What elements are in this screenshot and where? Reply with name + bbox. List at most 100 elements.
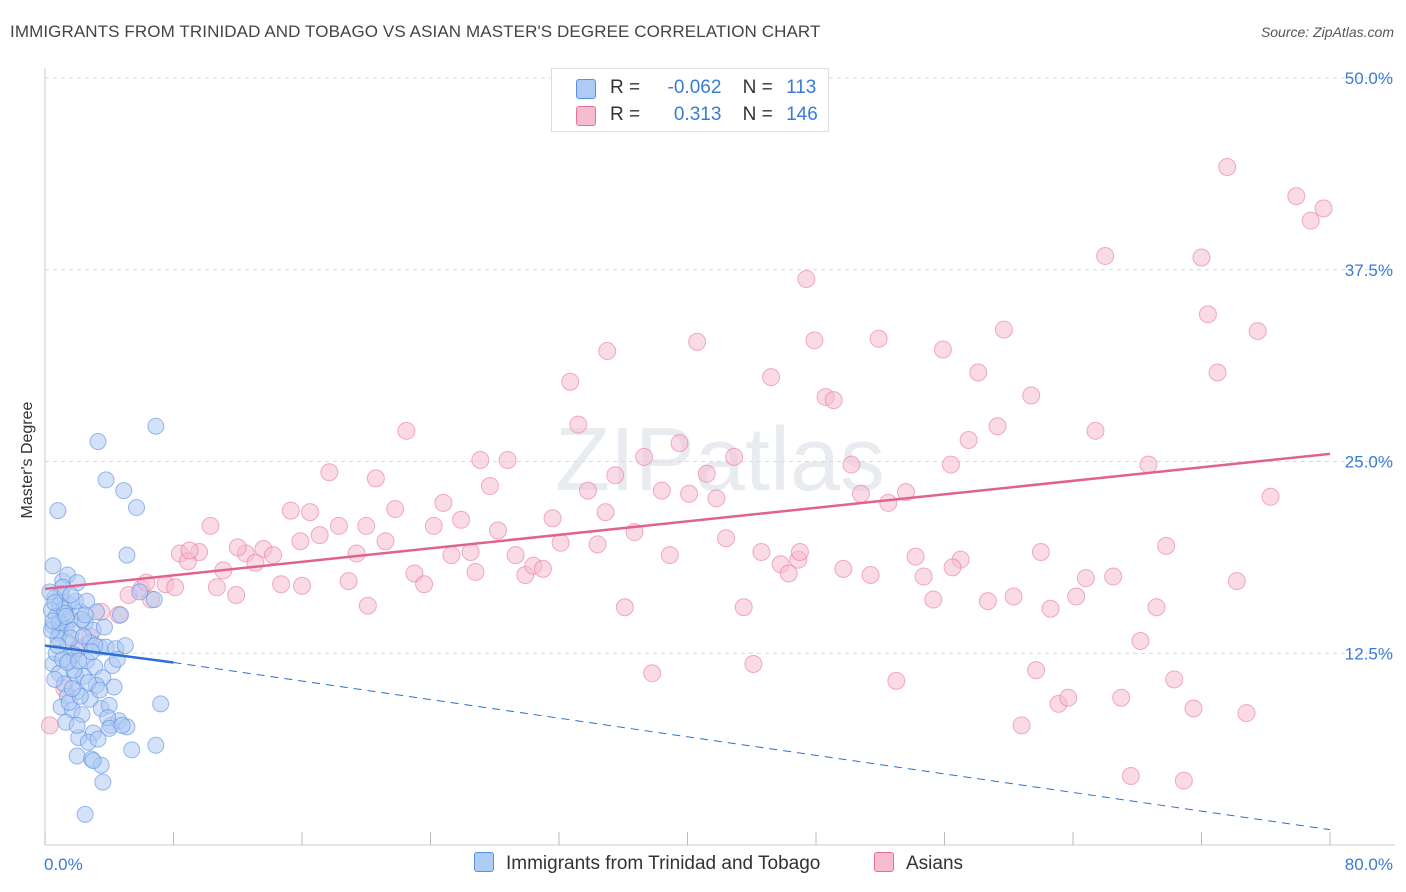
asians-point	[660, 546, 679, 565]
chart-title: IMMIGRANTS FROM TRINIDAD AND TOBAGO VS A…	[10, 22, 821, 41]
asians-point	[1198, 305, 1217, 324]
asians-point	[1104, 567, 1123, 586]
asians-point	[924, 590, 943, 609]
source-label: Source: ZipAtlas.com	[1260, 24, 1394, 40]
asians-point	[1192, 248, 1211, 267]
asians-point	[879, 493, 898, 512]
asians-point	[264, 546, 283, 565]
trinidad-point	[84, 752, 102, 770]
asians-point	[386, 500, 405, 519]
asians-point	[506, 546, 525, 565]
asians-point	[680, 484, 699, 503]
asians-point	[366, 469, 385, 488]
trinidad-point	[147, 417, 165, 435]
trinidad-point	[62, 586, 80, 604]
asians-point	[543, 509, 562, 528]
blue-swatch	[474, 852, 494, 872]
trinidad-point	[46, 670, 64, 688]
trinidad-point	[63, 680, 81, 698]
asians-point	[488, 521, 507, 540]
asians-point	[988, 417, 1007, 436]
asians-point	[339, 572, 358, 591]
asians-point	[1022, 386, 1041, 405]
asians-point	[1261, 487, 1280, 506]
trinidad-point	[75, 627, 93, 645]
asians-point	[329, 516, 348, 535]
trinidad-point	[91, 681, 109, 699]
asians-point	[978, 592, 997, 611]
asians-point	[561, 372, 580, 391]
asians-trend-line	[44, 452, 1331, 591]
trinidad-point	[131, 583, 149, 601]
legend-n-value: 113	[786, 77, 817, 98]
asians-point	[207, 578, 226, 597]
legend-n-label: N =	[742, 104, 773, 125]
asians-point	[1184, 699, 1203, 718]
asians-point	[1004, 587, 1023, 606]
x-tick-label-min: 0.0%	[44, 855, 83, 874]
trinidad-point	[57, 607, 75, 625]
asians-point	[1287, 187, 1306, 206]
asians-point	[797, 269, 816, 288]
axes-layer	[44, 68, 1395, 846]
trinidad-trend-extension	[173, 661, 1331, 831]
asians-point	[943, 558, 962, 577]
legend-r-label: R =	[610, 104, 641, 125]
asians-point	[887, 671, 906, 690]
asians-point	[1041, 599, 1060, 618]
asians-point	[272, 575, 291, 594]
asians-point	[227, 585, 246, 604]
asians-point	[1208, 363, 1227, 382]
asians-point	[1059, 688, 1078, 707]
trinidad-point	[68, 716, 86, 734]
asians-point	[744, 654, 763, 673]
asians-point	[376, 532, 395, 551]
asians-point	[861, 566, 880, 585]
asians-point	[471, 450, 490, 469]
legend-item-trinidad[interactable]: Immigrants from Trinidad and Tobago	[474, 852, 820, 875]
trinidad-point	[111, 606, 129, 624]
trinidad-point	[76, 606, 94, 624]
asians-point	[1218, 157, 1237, 176]
asians-point	[994, 320, 1013, 339]
tick-labels: 12.5% 25.0% 37.5% 50.0% 0.0% 80.0%	[44, 69, 1393, 874]
asians-point	[652, 481, 671, 500]
asians-point	[906, 547, 925, 566]
asians-point	[1012, 716, 1031, 735]
asians-point	[805, 331, 824, 350]
asians-point	[1301, 211, 1320, 230]
trinidad-point	[113, 716, 131, 734]
asians-point	[598, 342, 617, 361]
trinidad-point	[145, 591, 163, 609]
trinidad-point	[118, 546, 136, 564]
asians-point	[725, 447, 744, 466]
trinidad-point	[68, 747, 86, 765]
blue-swatch	[576, 79, 596, 99]
legend-item-asians[interactable]: Asians	[874, 852, 963, 875]
legend-r-value: 0.313	[673, 104, 722, 125]
asians-point	[596, 503, 615, 522]
asians-point	[228, 538, 247, 557]
asians-point	[697, 464, 716, 483]
trinidad-point	[147, 736, 165, 754]
asians-point	[293, 576, 311, 595]
asians-point	[1139, 455, 1158, 474]
y-tick-label: 37.5%	[1345, 261, 1393, 280]
trinidad-point	[49, 502, 67, 520]
asians-point	[779, 564, 798, 583]
asians-point	[834, 559, 853, 578]
trinidad-trend-line	[44, 644, 174, 664]
legend-r-value: -0.062	[667, 77, 722, 98]
trinidad-point	[123, 741, 141, 759]
asians-point	[588, 535, 607, 554]
asians-point	[635, 447, 654, 466]
trinidad-point	[152, 695, 170, 713]
asians-point	[959, 431, 978, 450]
trinidad-point	[116, 637, 134, 655]
asians-point	[1174, 771, 1193, 790]
asians-point	[869, 329, 888, 348]
y-tick-label: 50.0%	[1345, 69, 1393, 88]
asians-point	[551, 533, 570, 552]
asians-point	[1237, 704, 1256, 723]
